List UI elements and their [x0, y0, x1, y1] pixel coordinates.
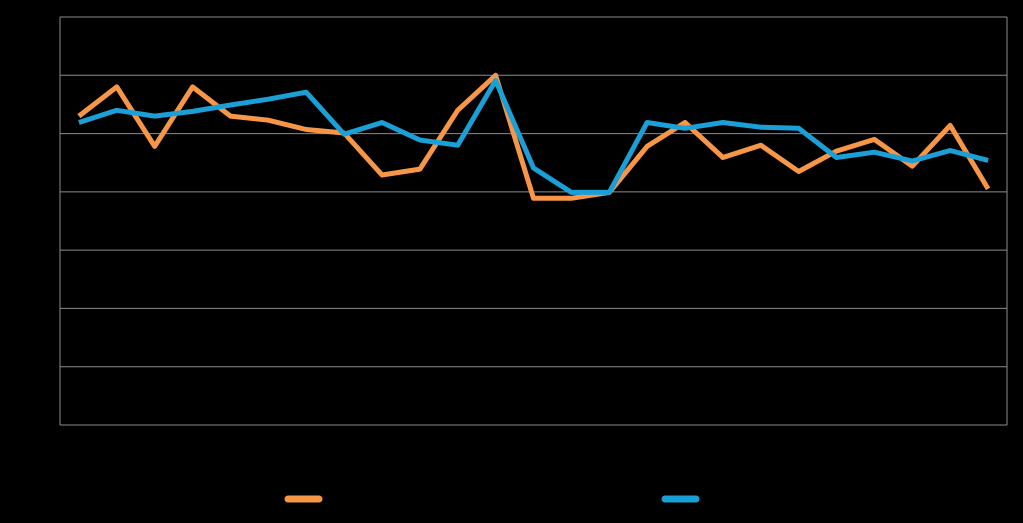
series-line	[78, 78, 989, 195]
series-line	[77, 72, 991, 201]
